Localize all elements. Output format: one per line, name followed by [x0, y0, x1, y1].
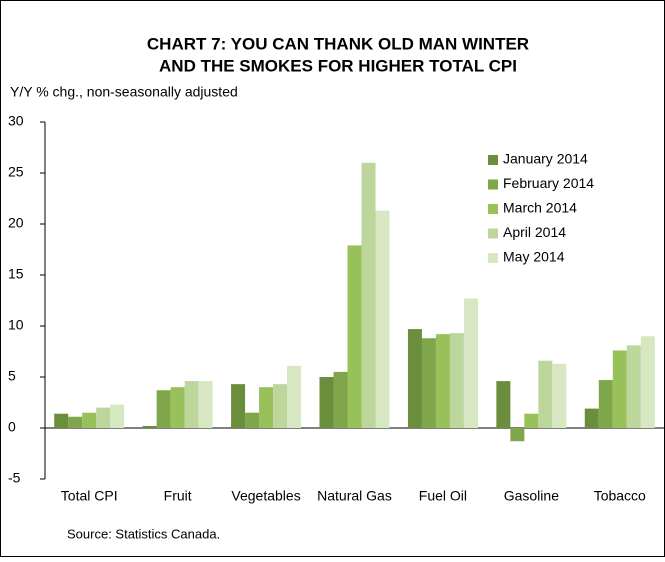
legend-label: January 2014	[503, 151, 588, 167]
y-tick-label: -5	[8, 470, 21, 486]
bar	[552, 363, 567, 428]
bar	[375, 210, 390, 428]
legend-swatch	[488, 155, 498, 165]
bar	[347, 245, 362, 428]
y-tick-label: 0	[8, 419, 16, 435]
y-tick-label: 25	[8, 164, 24, 180]
y-tick-label: 15	[8, 266, 24, 282]
bar	[626, 345, 641, 428]
x-tick-label: Total CPI	[61, 488, 118, 504]
bar	[598, 380, 613, 428]
legend-swatch	[488, 228, 498, 239]
legend-swatch	[488, 253, 498, 263]
bar	[463, 298, 478, 428]
legend-label: February 2014	[503, 175, 594, 191]
bar	[231, 384, 246, 428]
x-tick-label: Tobacco	[594, 488, 646, 504]
bar	[612, 350, 627, 428]
legend-label: May 2014	[503, 249, 565, 265]
chart-title: CHART 7: YOU CAN THANK OLD MAN WINTER	[147, 34, 529, 53]
x-tick-label: Gasoline	[504, 488, 559, 504]
subtitle: Y/Y % chg., non-seasonally adjusted	[10, 84, 238, 100]
bar	[110, 404, 125, 428]
y-tick-label: 20	[8, 215, 24, 231]
bar	[538, 360, 553, 428]
bar	[245, 412, 260, 428]
bar	[319, 377, 334, 428]
bar	[142, 425, 157, 428]
bar	[184, 381, 199, 428]
x-tick-label: Fruit	[164, 488, 192, 504]
bar	[524, 413, 539, 428]
legend-swatch	[488, 179, 498, 190]
bar	[68, 416, 83, 428]
bar	[510, 428, 525, 442]
bar	[54, 413, 69, 428]
bar	[156, 390, 171, 428]
bar	[640, 336, 655, 428]
bar	[287, 365, 302, 428]
chart-title: AND THE SMOKES FOR HIGHER TOTAL CPI	[159, 56, 517, 75]
bar	[584, 408, 599, 428]
legend-swatch	[488, 204, 498, 214]
y-tick-label: 10	[8, 317, 24, 333]
y-tick-label: 30	[8, 113, 24, 129]
bar	[198, 381, 213, 428]
legend-label: March 2014	[503, 200, 577, 216]
x-tick-label: Natural Gas	[317, 488, 392, 504]
bar	[361, 162, 376, 429]
legend-label: April 2014	[503, 224, 566, 240]
bar	[421, 338, 436, 428]
bar	[407, 329, 422, 428]
bar	[96, 407, 111, 428]
bar	[273, 384, 288, 428]
x-tick-label: Fuel Oil	[419, 488, 467, 504]
y-tick-label: 5	[8, 368, 16, 384]
bar	[449, 333, 464, 428]
x-tick-label: Vegetables	[231, 488, 300, 504]
bar	[333, 371, 348, 428]
bar	[435, 334, 450, 428]
source: Source: Statistics Canada.	[67, 526, 220, 541]
bar	[82, 412, 97, 428]
bar	[259, 387, 274, 428]
bar	[496, 381, 511, 428]
bar	[170, 387, 185, 428]
